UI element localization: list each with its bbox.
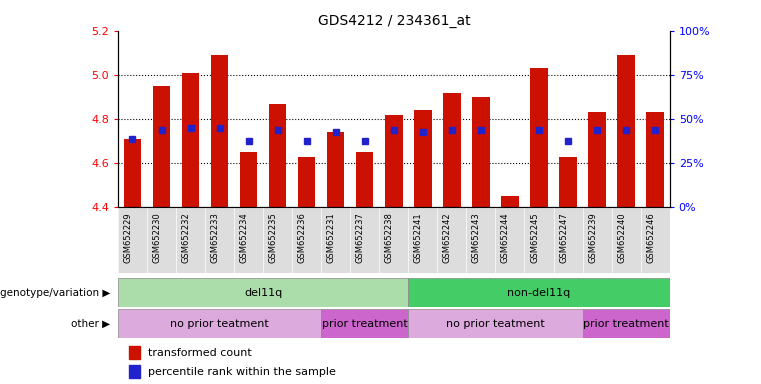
Text: non-del11q: non-del11q: [508, 288, 571, 298]
Text: GSM652244: GSM652244: [501, 213, 510, 263]
Bar: [414, 110, 431, 207]
Bar: [269, 104, 286, 207]
Bar: [473, 97, 489, 207]
Text: del11q: del11q: [244, 288, 282, 298]
Text: GSM652229: GSM652229: [123, 213, 132, 263]
Text: prior treatment: prior treatment: [583, 318, 669, 329]
Text: GSM652236: GSM652236: [298, 213, 307, 263]
Text: transformed count: transformed count: [148, 348, 252, 358]
Bar: [583, 309, 670, 338]
Bar: [385, 115, 403, 207]
Bar: [153, 86, 170, 207]
Bar: [129, 346, 140, 359]
Text: GSM652232: GSM652232: [182, 213, 190, 263]
Bar: [321, 309, 409, 338]
Bar: [118, 309, 321, 338]
Text: GSM652246: GSM652246: [646, 213, 655, 263]
Text: GSM652234: GSM652234: [240, 213, 249, 263]
Text: GSM652243: GSM652243: [472, 213, 481, 263]
Text: percentile rank within the sample: percentile rank within the sample: [148, 367, 336, 377]
Text: no prior teatment: no prior teatment: [446, 318, 545, 329]
Bar: [617, 55, 635, 207]
Text: GSM652247: GSM652247: [559, 213, 568, 263]
Bar: [129, 365, 140, 378]
Bar: [240, 152, 257, 207]
Bar: [356, 152, 374, 207]
Bar: [646, 113, 664, 207]
Text: GSM652233: GSM652233: [211, 213, 220, 263]
Bar: [124, 139, 142, 207]
Bar: [530, 68, 548, 207]
Text: prior treatment: prior treatment: [322, 318, 408, 329]
Text: GSM652230: GSM652230: [152, 213, 161, 263]
Bar: [211, 55, 228, 207]
Text: GSM652245: GSM652245: [530, 213, 539, 263]
Text: GSM652238: GSM652238: [385, 213, 394, 263]
Text: GSM652235: GSM652235: [269, 213, 278, 263]
Bar: [409, 278, 670, 307]
Text: genotype/variation ▶: genotype/variation ▶: [0, 288, 110, 298]
Text: no prior teatment: no prior teatment: [170, 318, 269, 329]
Bar: [182, 73, 199, 207]
Bar: [409, 309, 583, 338]
Bar: [327, 132, 345, 207]
Text: GSM652242: GSM652242: [443, 213, 452, 263]
Text: other ▶: other ▶: [72, 318, 110, 329]
Bar: [118, 278, 409, 307]
Text: GSM652237: GSM652237: [356, 213, 365, 263]
Bar: [559, 157, 577, 207]
Bar: [298, 157, 315, 207]
Text: GSM652241: GSM652241: [414, 213, 423, 263]
Text: GSM652239: GSM652239: [588, 213, 597, 263]
Bar: [443, 93, 460, 207]
Text: GSM652240: GSM652240: [617, 213, 626, 263]
Title: GDS4212 / 234361_at: GDS4212 / 234361_at: [317, 14, 470, 28]
Bar: [501, 196, 519, 207]
Bar: [118, 207, 670, 273]
Bar: [588, 113, 606, 207]
Text: GSM652231: GSM652231: [326, 213, 336, 263]
